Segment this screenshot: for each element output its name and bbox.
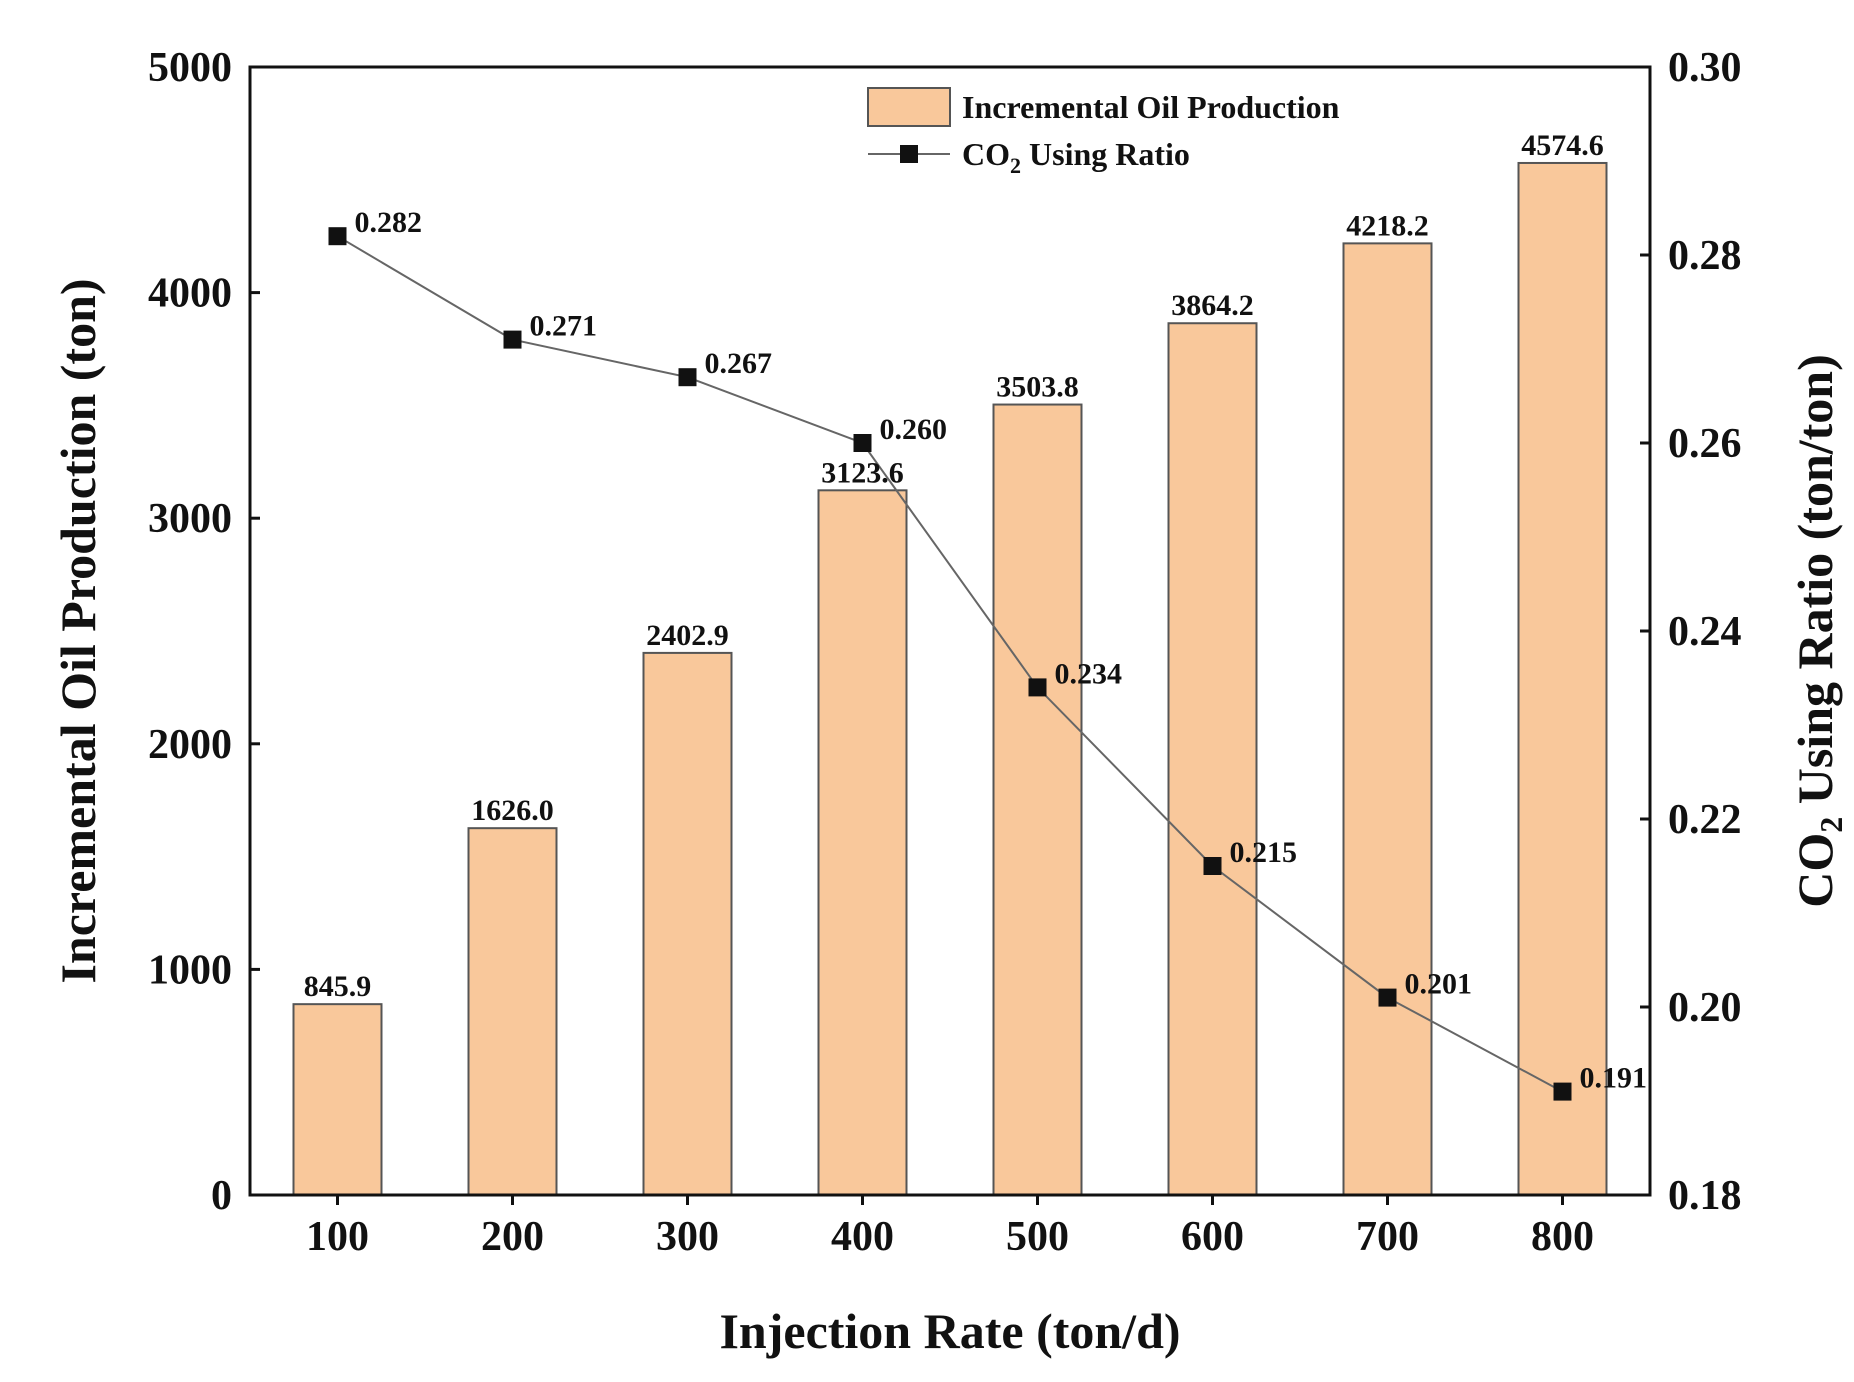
y2-tick-label: 0.28 — [1668, 233, 1742, 279]
line-marker-500 — [1028, 678, 1047, 697]
line-marker-100 — [328, 227, 347, 246]
bar-label-200: 1626.0 — [471, 794, 554, 827]
bar-label-300: 2402.9 — [646, 619, 729, 652]
line-label-100: 0.282 — [355, 206, 423, 239]
y2-axis-title-rest: Using Ratio (ton/ton) — [1787, 354, 1843, 817]
y2-tick-label: 0.30 — [1668, 45, 1742, 91]
x-tick-label: 100 — [306, 1214, 369, 1260]
legend-line-label-rest: Using Ratio — [1021, 136, 1190, 172]
legend-line-label-sub: 2 — [1010, 153, 1021, 178]
line-label-800: 0.191 — [1580, 1062, 1648, 1095]
x-axis: 100 200 300 400 500 600 700 800 — [306, 1195, 1594, 1260]
line-label-500: 0.234 — [1055, 657, 1123, 690]
bar-label-600: 3864.2 — [1171, 289, 1254, 322]
x-tick-label: 600 — [1181, 1214, 1244, 1260]
x-tick-label: 500 — [1006, 1214, 1069, 1260]
line-marker-400 — [853, 434, 872, 452]
y2-tick-label: 0.18 — [1668, 1173, 1742, 1219]
x-tick-label: 700 — [1356, 1214, 1419, 1260]
bar-400 — [817, 489, 908, 1196]
bar-800 — [1517, 161, 1608, 1197]
y2-tick-label: 0.26 — [1668, 421, 1742, 467]
bar-100 — [292, 1003, 383, 1197]
bar-label-100: 845.9 — [304, 970, 372, 1003]
bar-500 — [992, 403, 1083, 1196]
line-label-600: 0.215 — [1230, 836, 1298, 869]
x-axis-title: Injection Rate (ton/d) — [719, 1303, 1180, 1359]
y-axis-title: Incremental Oil Production (ton) — [50, 278, 106, 983]
line-marker-200 — [503, 330, 522, 349]
data-labels: 845.9 1626.0 2402.9 3123.6 3503.8 3864.2 4218.… — [304, 129, 1647, 1095]
y-tick-label: 5000 — [148, 45, 232, 91]
line-marker-800 — [1553, 1082, 1572, 1101]
bar-600 — [1167, 322, 1258, 1197]
y2-axis-title-sub: 2 — [1813, 817, 1849, 833]
y2-tick-label: 0.24 — [1668, 609, 1742, 655]
co2-ratio-line — [336, 235, 1563, 1093]
legend-line-label-main: CO — [962, 136, 1010, 172]
right-axis: 0.18 0.20 0.22 0.24 0.26 0.28 0.30 — [1640, 45, 1742, 1219]
bar-label-500: 3503.8 — [996, 371, 1079, 404]
y-tick-label: 4000 — [148, 271, 232, 317]
left-axis: 0 1000 2000 3000 4000 5000 — [148, 45, 260, 1219]
bar-700 — [1342, 242, 1433, 1196]
x-tick-label: 400 — [831, 1214, 894, 1260]
legend-bar-swatch — [867, 87, 951, 127]
legend-line-marker — [900, 145, 918, 163]
y2-axis-title-main: CO — [1787, 833, 1843, 908]
x-tick-label: 300 — [656, 1214, 719, 1260]
bar-label-400: 3123.6 — [821, 456, 904, 489]
y-tick-label: 0 — [211, 1173, 232, 1219]
y2-tick-label: 0.22 — [1668, 797, 1742, 843]
y-tick-label: 2000 — [148, 722, 232, 768]
legend: Incremental Oil Production CO2 Using Rat… — [867, 87, 1340, 178]
legend-bar-label: Incremental Oil Production — [962, 89, 1340, 125]
line-label-300: 0.267 — [705, 347, 773, 380]
x-tick-label: 800 — [1531, 1214, 1594, 1260]
y-tick-label: 3000 — [148, 496, 232, 542]
line-label-200: 0.271 — [530, 310, 598, 343]
line-label-700: 0.201 — [1405, 968, 1473, 1001]
legend-line-label: CO2 Using Ratio — [962, 136, 1190, 178]
x-tick-label: 200 — [481, 1214, 544, 1260]
line-marker-700 — [1378, 988, 1397, 1007]
y2-tick-label: 0.20 — [1668, 985, 1742, 1031]
y-tick-label: 1000 — [148, 947, 232, 993]
line-marker-300 — [678, 368, 697, 387]
line-layer — [328, 227, 1572, 1101]
bars-layer — [292, 161, 1608, 1197]
bar-300 — [642, 651, 733, 1196]
bar-label-800: 4574.6 — [1521, 129, 1604, 162]
line-marker-600 — [1203, 857, 1222, 875]
bar-200 — [467, 827, 558, 1196]
bar-label-700: 4218.2 — [1346, 209, 1429, 242]
line-label-400: 0.260 — [880, 413, 948, 446]
y2-axis-title: CO2 Using Ratio (ton/ton) — [1787, 354, 1849, 908]
